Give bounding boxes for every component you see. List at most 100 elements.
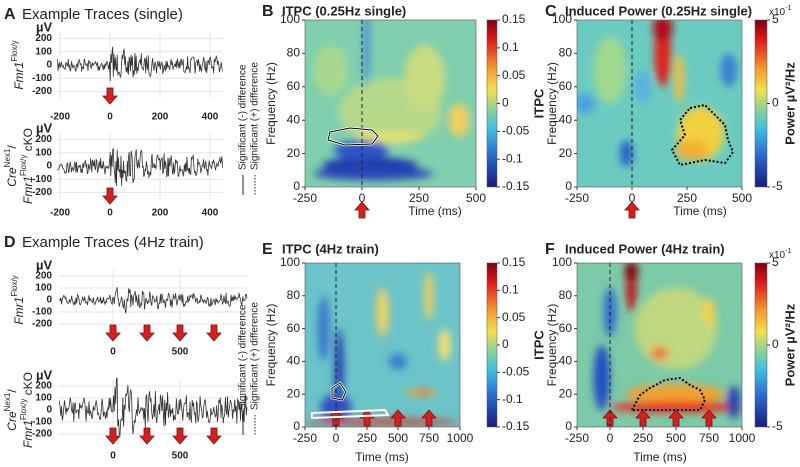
contour <box>630 376 707 411</box>
y-axis-label: Fmr1Flox/y cKO <box>19 128 35 204</box>
y-tick-label: 40 <box>287 112 301 126</box>
colorbar-tick-label: 0.15 <box>502 255 526 269</box>
trace <box>57 46 223 82</box>
stimulus-arrow <box>421 409 437 427</box>
heatmap-blob <box>418 390 428 395</box>
y-tick-label: 200 <box>35 134 52 145</box>
stimulus-arrow <box>206 427 222 445</box>
unit-label: µV <box>36 257 52 272</box>
contour <box>670 103 735 167</box>
panel-title: ITPC (4Hz train) <box>282 241 379 256</box>
colorbar-tick-label: -0.15 <box>502 419 530 433</box>
colorbar-tick-label: -0.05 <box>502 365 530 379</box>
y-tick-label: 100 <box>35 147 52 158</box>
colorbar-tick-label: 0 <box>502 96 509 110</box>
heatmap-blob <box>634 287 718 370</box>
y-tick-label: 100 <box>35 46 52 57</box>
y-tick-label: 60 <box>287 79 301 93</box>
colorbar <box>486 262 498 428</box>
heatmap-blob <box>577 93 596 114</box>
heatmap-blob <box>626 384 726 405</box>
heatmap-blob <box>424 271 434 321</box>
x-tick-label: 200 <box>152 208 169 219</box>
stimulus-arrow <box>701 409 717 427</box>
panel-letter: E <box>262 241 273 258</box>
y-tick-label: 100 <box>552 12 572 26</box>
x-tick-label: 250 <box>357 431 377 445</box>
x-tick-label: 500 <box>666 431 686 445</box>
colorbar-tick-label: 0.05 <box>502 310 526 324</box>
heatmap-blob <box>593 345 610 411</box>
y-tick-label: -100 <box>32 73 52 84</box>
colorbar-tick-label: 0 <box>772 337 779 351</box>
heatmap-blob <box>363 20 370 87</box>
y-tick-label: 60 <box>559 321 573 335</box>
colorbar-tick-label: 0.1 <box>502 283 519 297</box>
colorbar-tick-label: 0.05 <box>502 68 526 82</box>
y-tick-label: 80 <box>559 46 573 60</box>
label-tail: / <box>5 389 19 393</box>
y-tick-label: 80 <box>287 288 301 302</box>
x-tick-label: 0 <box>110 347 116 358</box>
heatmap-blob <box>448 103 470 137</box>
x-tick-label: 500 <box>466 191 486 205</box>
colorbar-tick-label: -5 <box>772 179 783 193</box>
trace <box>59 377 248 437</box>
colorbar-label: ITPC <box>531 330 546 360</box>
plot-frame <box>304 19 477 188</box>
stimulus-arrow <box>624 201 640 219</box>
x-tick-label: 500 <box>732 191 752 205</box>
heatmap <box>305 20 476 187</box>
stimulus-arrow <box>139 324 155 342</box>
x-tick-label: 0 <box>629 191 636 205</box>
panel-letter: B <box>262 3 274 20</box>
stimulus-arrow <box>102 87 118 105</box>
colorbar-label: Power µV²/Hz <box>782 303 797 386</box>
colorbar <box>754 19 768 188</box>
plot-frame <box>304 262 461 428</box>
panel-title: Example Traces (4Hz train) <box>22 234 204 251</box>
contour <box>331 382 347 401</box>
heatmap-blob <box>727 386 741 419</box>
stimulus-arrow <box>668 409 684 427</box>
label-main: Fmr1 <box>12 62 26 90</box>
y-tick-label: 0 <box>46 60 52 71</box>
y-tick-label: 100 <box>35 393 52 404</box>
label-tail: / <box>5 145 19 149</box>
x-tick-label: 500 <box>172 451 189 462</box>
y-axis-label: Frequency (Hz) <box>545 304 559 387</box>
y-tick-label: 100 <box>280 255 300 269</box>
colorbar <box>486 19 498 188</box>
y-axis-label: CreNex1/ <box>3 389 19 431</box>
colorbar-scale: x10-1 <box>769 5 791 18</box>
x-axis-label: Time (ms) <box>633 450 687 464</box>
x-tick-label: 500 <box>172 347 189 358</box>
colorbar-tick-label: -0.05 <box>502 124 530 138</box>
y-tick-label: 0 <box>293 419 300 433</box>
label-sup: Flox/y <box>19 155 28 176</box>
heatmap-blob <box>404 45 446 112</box>
stimulus-arrow <box>354 201 370 219</box>
y-tick-label: 20 <box>559 386 573 400</box>
contour <box>327 127 379 146</box>
content: A Example Traces (single)µV2001000-100-20… <box>3 3 797 464</box>
x-tick-label: 0 <box>110 451 116 462</box>
y-tick-label: 40 <box>559 112 573 126</box>
x-tick-label: -250 <box>293 431 317 445</box>
x-tick-label: -200 <box>50 112 70 123</box>
heatmap-blob <box>317 295 330 362</box>
y-tick-label: 100 <box>552 255 572 269</box>
stimulus-arrow <box>206 324 222 342</box>
y-axis-label: Frequency (Hz) <box>545 62 559 145</box>
unit-label: µV <box>36 19 52 34</box>
y-tick-label: 40 <box>559 354 573 368</box>
x-tick-label: 250 <box>633 431 653 445</box>
colorbar-tick-label: 0 <box>502 337 509 351</box>
stimulus-arrow <box>139 427 155 445</box>
x-axis-label: Time (ms) <box>673 204 727 218</box>
heatmap-blob <box>376 287 389 337</box>
y-axis-label: Fmr1Flox/y cKO <box>19 372 35 448</box>
panel-title: Induced Power (0.25Hz single) <box>565 3 752 18</box>
y-axis-label: Fmr1Flox/y <box>10 40 26 89</box>
